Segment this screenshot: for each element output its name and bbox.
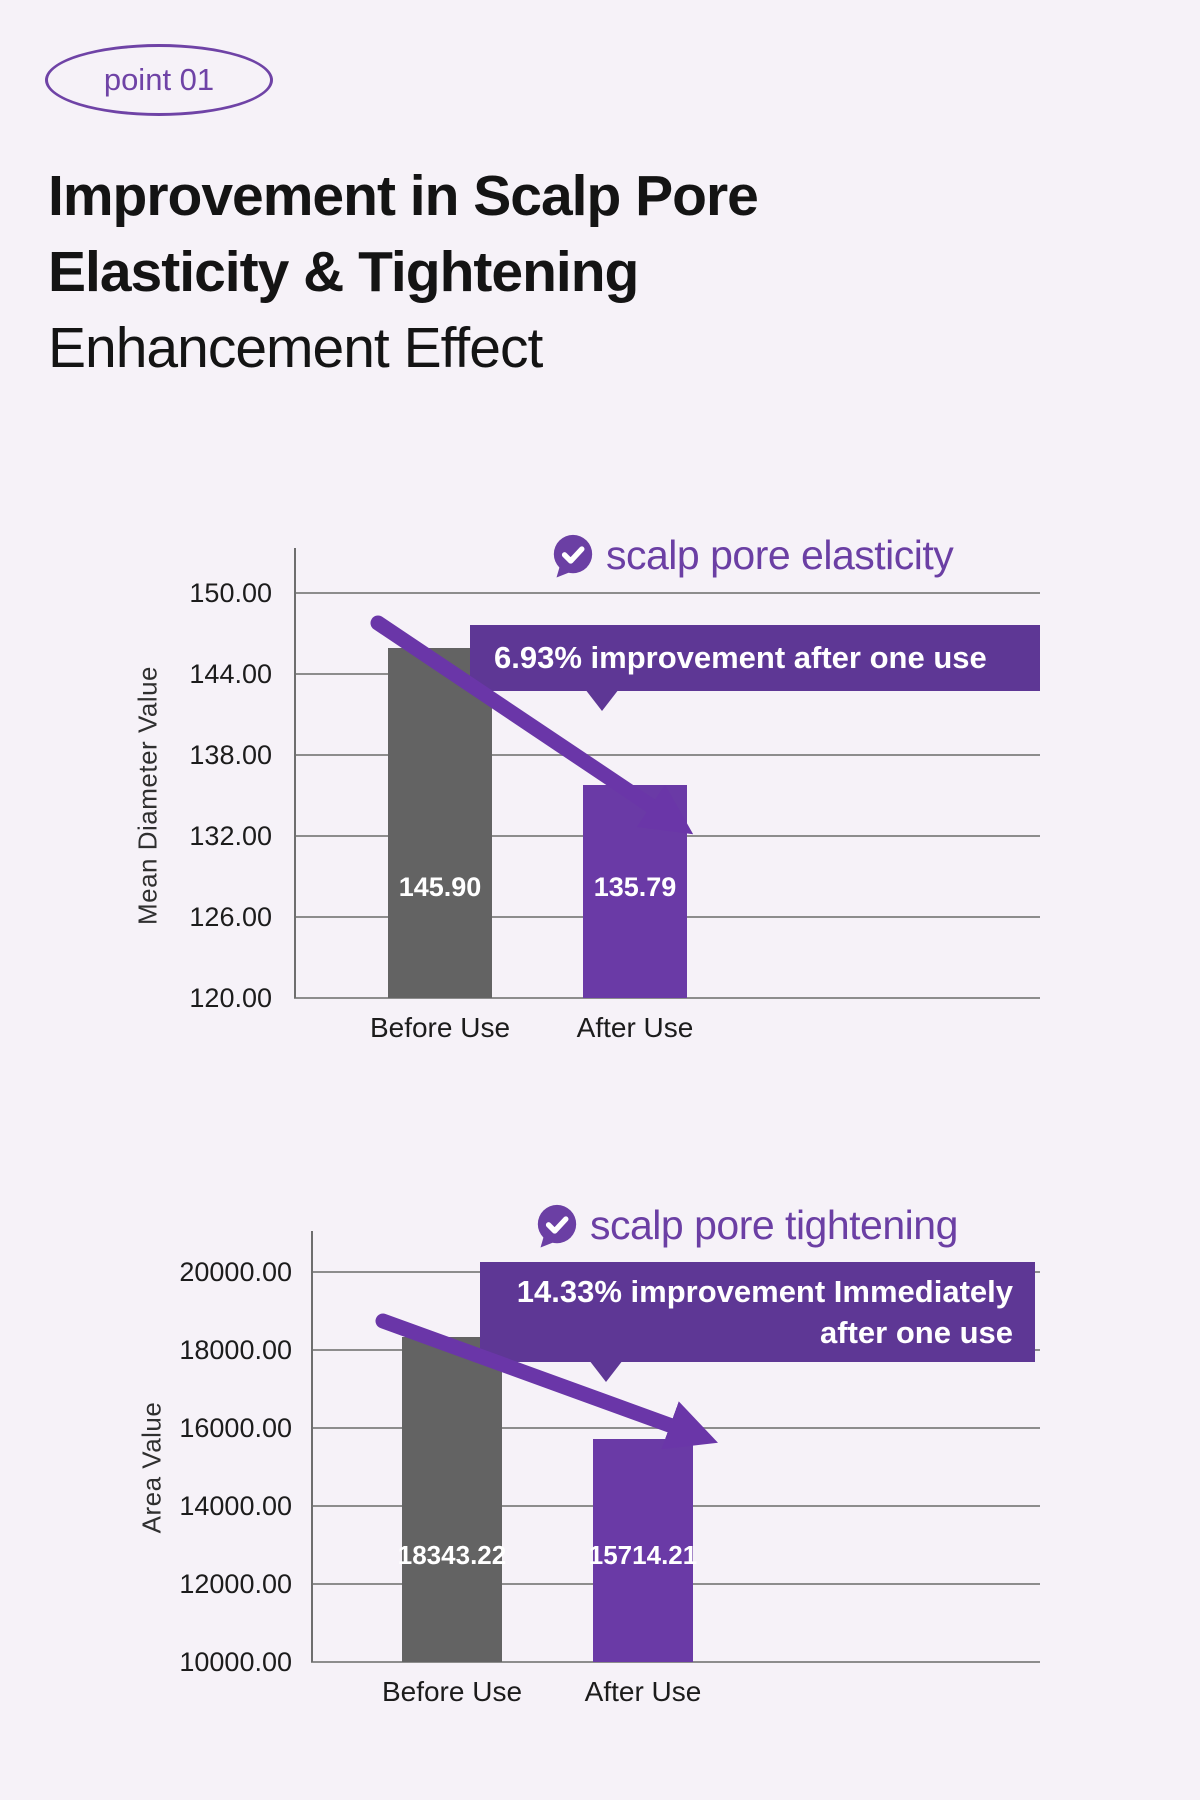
heading-line-3: Enhancement Effect — [48, 316, 543, 380]
x-category-label: After Use — [576, 1012, 694, 1043]
chart2-title: scalp pore tightening — [534, 1202, 958, 1249]
check-bubble-icon — [553, 534, 593, 577]
chart1-callout-pointer — [585, 689, 619, 711]
chart2-callout-text-line2: after one use — [820, 1315, 1013, 1350]
y-tick-label: 138.00 — [189, 740, 272, 770]
y-axis-line — [311, 1231, 313, 1662]
point-badge-label: point 01 — [103, 62, 215, 97]
bar-before-use — [388, 648, 492, 998]
bar-value-label: 145.90 — [398, 872, 482, 902]
chart2-callout-banner: 14.33% improvement Immediately after one… — [480, 1262, 1035, 1362]
chart1-title: scalp pore elasticity — [550, 532, 954, 579]
heading-line-1: Improvement in Scalp Pore — [48, 164, 759, 228]
x-category-label: Before Use — [381, 1676, 523, 1707]
y-tick-label: 132.00 — [189, 821, 272, 851]
x-category-label: Before Use — [369, 1012, 511, 1043]
chart1-title-label: scalp pore elasticity — [606, 532, 954, 578]
y-tick-label: 18000.00 — [179, 1335, 292, 1365]
y-axis-line — [294, 548, 296, 998]
gridline — [294, 592, 1040, 594]
check-bubble-icon — [537, 1204, 577, 1247]
page-title: Improvement in Scalp Pore Elasticity & T… — [48, 158, 759, 386]
chart1-callout-banner: 6.93% improvement after one use — [470, 625, 1040, 691]
chart2-title-label: scalp pore tightening — [590, 1202, 958, 1248]
chart1-y-axis-title: Mean Diameter Value — [132, 665, 163, 926]
gridline — [294, 997, 1040, 999]
point-badge: point 01 — [45, 44, 273, 116]
bar-after-use — [593, 1439, 693, 1662]
y-tick-label: 144.00 — [189, 659, 272, 689]
chart1-callout-text: 6.93% improvement after one use — [494, 640, 987, 675]
x-category-label: After Use — [584, 1676, 702, 1707]
chart2-y-axis-title: Area Value — [136, 1401, 167, 1534]
bar-value-label: 18343.22 — [397, 1540, 507, 1570]
chart2-callout-pointer — [589, 1360, 623, 1382]
y-tick-label: 120.00 — [189, 983, 272, 1013]
y-tick-label: 10000.00 — [179, 1647, 292, 1677]
y-tick-label: 12000.00 — [179, 1569, 292, 1599]
bar-before-use — [402, 1336, 502, 1662]
heading-line-2: Elasticity & Tightening — [48, 240, 639, 304]
chart2-callout-text-line1: 14.33% improvement Immediately — [516, 1274, 1013, 1309]
y-tick-label: 16000.00 — [179, 1413, 292, 1443]
y-tick-label: 20000.00 — [179, 1257, 292, 1287]
bar-value-label: 135.79 — [593, 872, 677, 902]
y-tick-label: 126.00 — [189, 902, 272, 932]
y-tick-label: 150.00 — [189, 578, 272, 608]
gridline — [311, 1661, 1040, 1663]
bar-value-label: 15714.21 — [588, 1540, 698, 1570]
y-tick-label: 14000.00 — [179, 1491, 292, 1521]
